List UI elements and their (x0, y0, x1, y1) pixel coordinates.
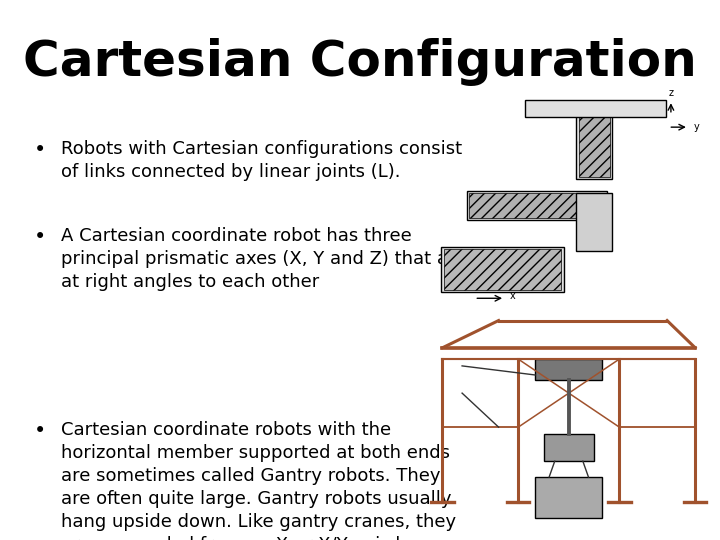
Bar (535, 477, 603, 518)
Text: Cartesian Configuration: Cartesian Configuration (23, 38, 697, 86)
Text: Cartesian coordinate robots with the
horizontal member supported at both ends
ar: Cartesian coordinate robots with the hor… (61, 421, 456, 540)
Bar (469, 193, 605, 218)
Text: Robots with Cartesian configurations consist
of links connected by linear joints: Robots with Cartesian configurations con… (61, 140, 462, 181)
Bar (441, 247, 564, 292)
Bar (577, 193, 612, 251)
Text: z: z (668, 88, 673, 98)
Bar (467, 191, 607, 220)
Bar (526, 100, 666, 117)
Text: A Cartesian coordinate robot has three
principal prismatic axes (X, Y and Z) tha: A Cartesian coordinate robot has three p… (61, 227, 467, 291)
Bar (544, 434, 594, 461)
Text: •: • (33, 140, 46, 160)
Bar (444, 249, 561, 290)
Text: •: • (33, 421, 46, 441)
Text: y: y (693, 122, 699, 132)
Bar (579, 109, 610, 177)
Bar (577, 106, 612, 179)
Text: x: x (510, 291, 516, 301)
Text: •: • (33, 227, 46, 247)
Bar (535, 359, 603, 380)
